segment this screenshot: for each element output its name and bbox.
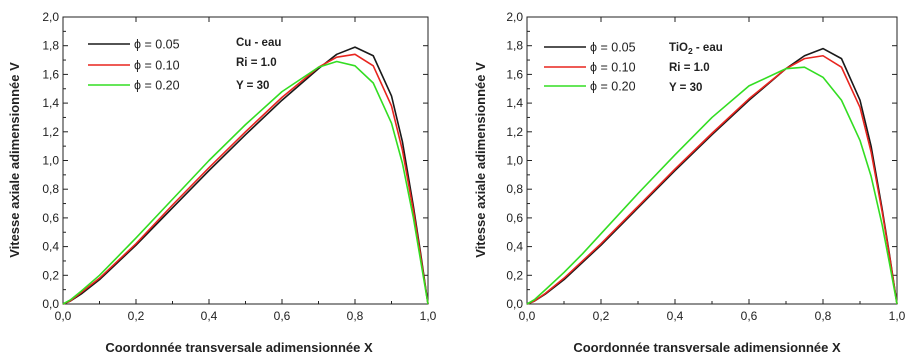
y-tick-label: 0,4 — [42, 240, 59, 254]
y-axis-title: Vitesse axiale adimensionnée V — [7, 62, 22, 258]
legend-label-1: ϕ = 0.05 — [590, 41, 636, 55]
y-tick-label: 2,0 — [506, 10, 523, 24]
legend-label-2: ϕ = 0.10 — [134, 59, 180, 73]
annotation-1: Cu - eau — [236, 37, 281, 49]
legend-label-1: ϕ = 0.05 — [134, 38, 180, 52]
x-tick-label: 0,2 — [128, 309, 145, 323]
series-line-3 — [62, 60, 429, 305]
chart-panel-1: 0,0 0,2 0,4 0,6 0,8 1,0 1,2 1,4 1,6 1,8 2,0 0,0 0,2 0… — [7, 10, 437, 355]
y-tick-label: 1,6 — [42, 67, 59, 81]
y-tick-label: 0,2 — [506, 268, 523, 282]
series-line-1 — [526, 47, 898, 305]
x-tick-label: 0,0 — [55, 309, 72, 323]
x-tick-label: 0,8 — [347, 309, 364, 323]
x-tick-label: 0,6 — [274, 309, 291, 323]
y-tick-label: 1,0 — [42, 154, 59, 168]
y-tick-label: 0,0 — [42, 297, 59, 311]
series-line-2 — [62, 53, 429, 305]
series-line-1 — [62, 46, 429, 305]
legend-label-3: ϕ = 0.20 — [134, 79, 180, 93]
x-tick-label: 0,2 — [593, 309, 610, 323]
legend-label-3: ϕ = 0.20 — [590, 80, 636, 94]
annotation-3: Y = 30 — [236, 80, 269, 92]
annotation-1: TiO2 - eau — [669, 42, 723, 56]
annotation-fluid: - eau — [693, 42, 723, 54]
annotation-compound: TiO — [669, 42, 688, 54]
y-tick-label: 0,0 — [506, 297, 523, 311]
y-tick-label: 1,6 — [506, 67, 523, 81]
x-tick-label: 0,4 — [201, 309, 218, 323]
x-axis-title: Coordonnée transversale adimensionnée X — [573, 340, 841, 355]
y-axis-title: Vitesse axiale adimensionnée V — [473, 62, 488, 258]
series-line-3 — [526, 66, 898, 305]
y-tick-label: 1,2 — [506, 125, 523, 139]
x-tick-label: 0,0 — [519, 309, 536, 323]
series-line-2 — [526, 54, 898, 305]
y-tick-label: 1,2 — [42, 125, 59, 139]
y-tick-label: 1,8 — [42, 39, 59, 53]
x-tick-label: 0,6 — [741, 309, 758, 323]
y-tick-label: 0,8 — [506, 182, 523, 196]
annotation-2: Ri = 1.0 — [669, 62, 710, 74]
x-tick-label: 0,8 — [815, 309, 832, 323]
y-tick-label: 1,0 — [506, 154, 523, 168]
annotation-3: Y = 30 — [669, 82, 702, 94]
y-tick-label: 0,6 — [506, 211, 523, 225]
legend-label-2: ϕ = 0.10 — [590, 61, 636, 75]
x-tick-label: 1,0 — [420, 309, 437, 323]
y-tick-label: 0,6 — [42, 211, 59, 225]
y-tick-label: 0,8 — [42, 182, 59, 196]
y-tick-label: 2,0 — [42, 10, 59, 24]
annotation-subscript: 2 — [688, 46, 693, 56]
chart-panel-2: 0,0 0,2 0,4 0,6 0,8 1,0 1,2 1,4 1,6 1,8 2,0 0,0 0,2 0… — [473, 10, 906, 355]
y-tick-label: 0,2 — [42, 268, 59, 282]
x-axis-title: Coordonnée transversale adimensionnée X — [105, 340, 373, 355]
annotation-2: Ri = 1.0 — [236, 57, 277, 69]
y-tick-label: 0,4 — [506, 240, 523, 254]
x-tick-label: 1,0 — [889, 309, 906, 323]
y-tick-label: 1,4 — [42, 96, 59, 110]
y-tick-label: 1,4 — [506, 96, 523, 110]
x-tick-label: 0,4 — [667, 309, 684, 323]
y-tick-label: 1,8 — [506, 39, 523, 53]
